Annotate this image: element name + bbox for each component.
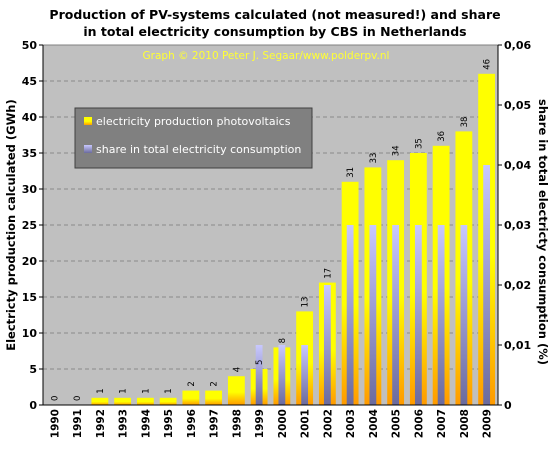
bar-data-label: 2	[210, 381, 220, 386]
bar-pv-production	[114, 397, 132, 405]
bar-data-label: 1	[96, 388, 106, 393]
legend-swatch-pv	[84, 117, 92, 125]
y-tick-right-label: 0,05	[504, 99, 531, 112]
y-axis-left: 0 5 10 15 20 25 30 35 40 45 50	[22, 39, 44, 412]
legend-box	[74, 107, 313, 169]
bar-share-consumption	[460, 225, 468, 405]
bar-data-label: 1	[141, 388, 151, 393]
y-tick-left-label: 35	[22, 147, 37, 160]
x-tick-label: 2005	[391, 409, 403, 438]
y-axis-left-label: Electricty production calculated (GWh)	[4, 99, 18, 351]
x-tick-label: 2004	[368, 409, 380, 438]
x-axis: 1990 1991 1992 1993 1994 1995 1996 1997 1998 1999…	[43, 404, 498, 438]
x-tick-label: 1996	[186, 409, 198, 438]
bar-share-consumption	[255, 345, 263, 405]
bar-share-consumption	[483, 165, 491, 405]
y-tick-left-label: 0	[29, 399, 37, 412]
x-tick-label: 2001	[300, 409, 312, 438]
x-tick-label: 1999	[254, 409, 266, 438]
y-tick-right-label: 0,04	[504, 159, 531, 172]
x-tick-label: 2009	[482, 409, 494, 438]
legend-swatch-share	[84, 145, 92, 153]
x-tick-label: 2000	[277, 409, 289, 438]
bar-data-label: 17	[323, 268, 333, 279]
x-tick-label: 1997	[209, 409, 221, 438]
y-tick-left-label: 40	[22, 111, 38, 124]
x-tick-label: 2002	[322, 409, 334, 438]
bar-share-consumption	[369, 225, 377, 405]
bar-share-consumption	[301, 345, 309, 405]
y-tick-right-label: 0,03	[504, 219, 531, 232]
bar-data-label: 13	[301, 297, 311, 308]
bar-data-label: 36	[437, 131, 447, 142]
bar-data-label: 2	[187, 381, 197, 386]
y-tick-left-label: 45	[22, 75, 37, 88]
bar-pv-production	[91, 397, 109, 405]
bar-data-label: 31	[346, 167, 356, 178]
x-tick-label: 1995	[163, 409, 175, 438]
y-tick-left-label: 15	[22, 291, 37, 304]
bar-data-label: 1	[119, 388, 129, 393]
y-tick-right-label: 0,02	[504, 279, 531, 292]
x-tick-label: 2003	[345, 409, 357, 438]
legend-label-pv: electricity production photovoltaics	[96, 115, 291, 128]
y-tick-left-label: 10	[22, 327, 38, 340]
legend: electricity production photovoltaics sha…	[74, 107, 313, 169]
bar-pv-production	[136, 397, 154, 405]
x-tick-label: 1993	[118, 409, 130, 438]
bar-data-label: 35	[414, 138, 424, 149]
x-tick-label: 1990	[49, 409, 61, 438]
y-tick-right-label: 0	[504, 399, 512, 412]
x-tick-label: 1998	[231, 409, 243, 438]
x-tick-label: 1994	[140, 409, 152, 438]
y-tick-left-label: 50	[22, 39, 38, 52]
bar-data-label: 46	[483, 59, 493, 70]
bars: 0 0 1 1 1 1 2 2 4 5 8 13 17 31 33 34 35 36 38 46	[50, 59, 496, 406]
x-tick-label: 1992	[95, 409, 107, 438]
bar-share-consumption	[346, 225, 354, 405]
x-tick-label: 2007	[436, 409, 448, 438]
y-tick-right-label: 0,01	[504, 339, 531, 352]
bar-data-label: 8	[278, 338, 288, 343]
bar-data-label: 33	[369, 153, 379, 164]
chart-title-line2: in total electricity consumption by CBS …	[83, 24, 466, 39]
bar-share-consumption	[278, 345, 286, 405]
bar-data-label: 0	[73, 396, 83, 401]
y-tick-left-label: 25	[22, 219, 37, 232]
bar-data-label: 0	[50, 396, 60, 401]
legend-label-share: share in total electricity consumption	[96, 143, 301, 156]
bar-pv-production	[227, 376, 245, 405]
bar-data-label: 1	[164, 388, 174, 393]
bar-share-consumption	[437, 225, 445, 405]
x-tick-label: 2006	[413, 409, 425, 438]
bar-data-label: 38	[460, 117, 470, 128]
bar-pv-production	[159, 397, 177, 405]
y-tick-left-label: 5	[29, 363, 37, 376]
y-tick-right-label: 0,06	[504, 39, 531, 52]
x-tick-label: 1991	[72, 409, 84, 438]
y-tick-left-label: 20	[22, 255, 38, 268]
bar-pv-production	[182, 390, 200, 405]
bar-share-consumption	[414, 225, 422, 405]
bar-share-consumption	[392, 225, 400, 405]
y-axis-right: 0 0,01 0,02 0,03 0,04 0,05 0,06	[497, 39, 531, 412]
bar-data-label: 4	[232, 367, 242, 372]
chart-watermark: Graph © 2010 Peter J. Segaar/www.polderp…	[143, 50, 390, 62]
x-tick-label: 2008	[459, 409, 471, 438]
y-axis-right-label: share in total electricty consumption (%…	[536, 99, 550, 365]
bar-pv-production	[205, 390, 223, 405]
bar-data-label: 34	[392, 145, 402, 156]
bar-data-label: 5	[255, 360, 265, 365]
bar-share-consumption	[323, 285, 331, 405]
chart-title-line1: Production of PV-systems calculated (not…	[49, 7, 500, 22]
y-tick-left-label: 30	[22, 183, 38, 196]
